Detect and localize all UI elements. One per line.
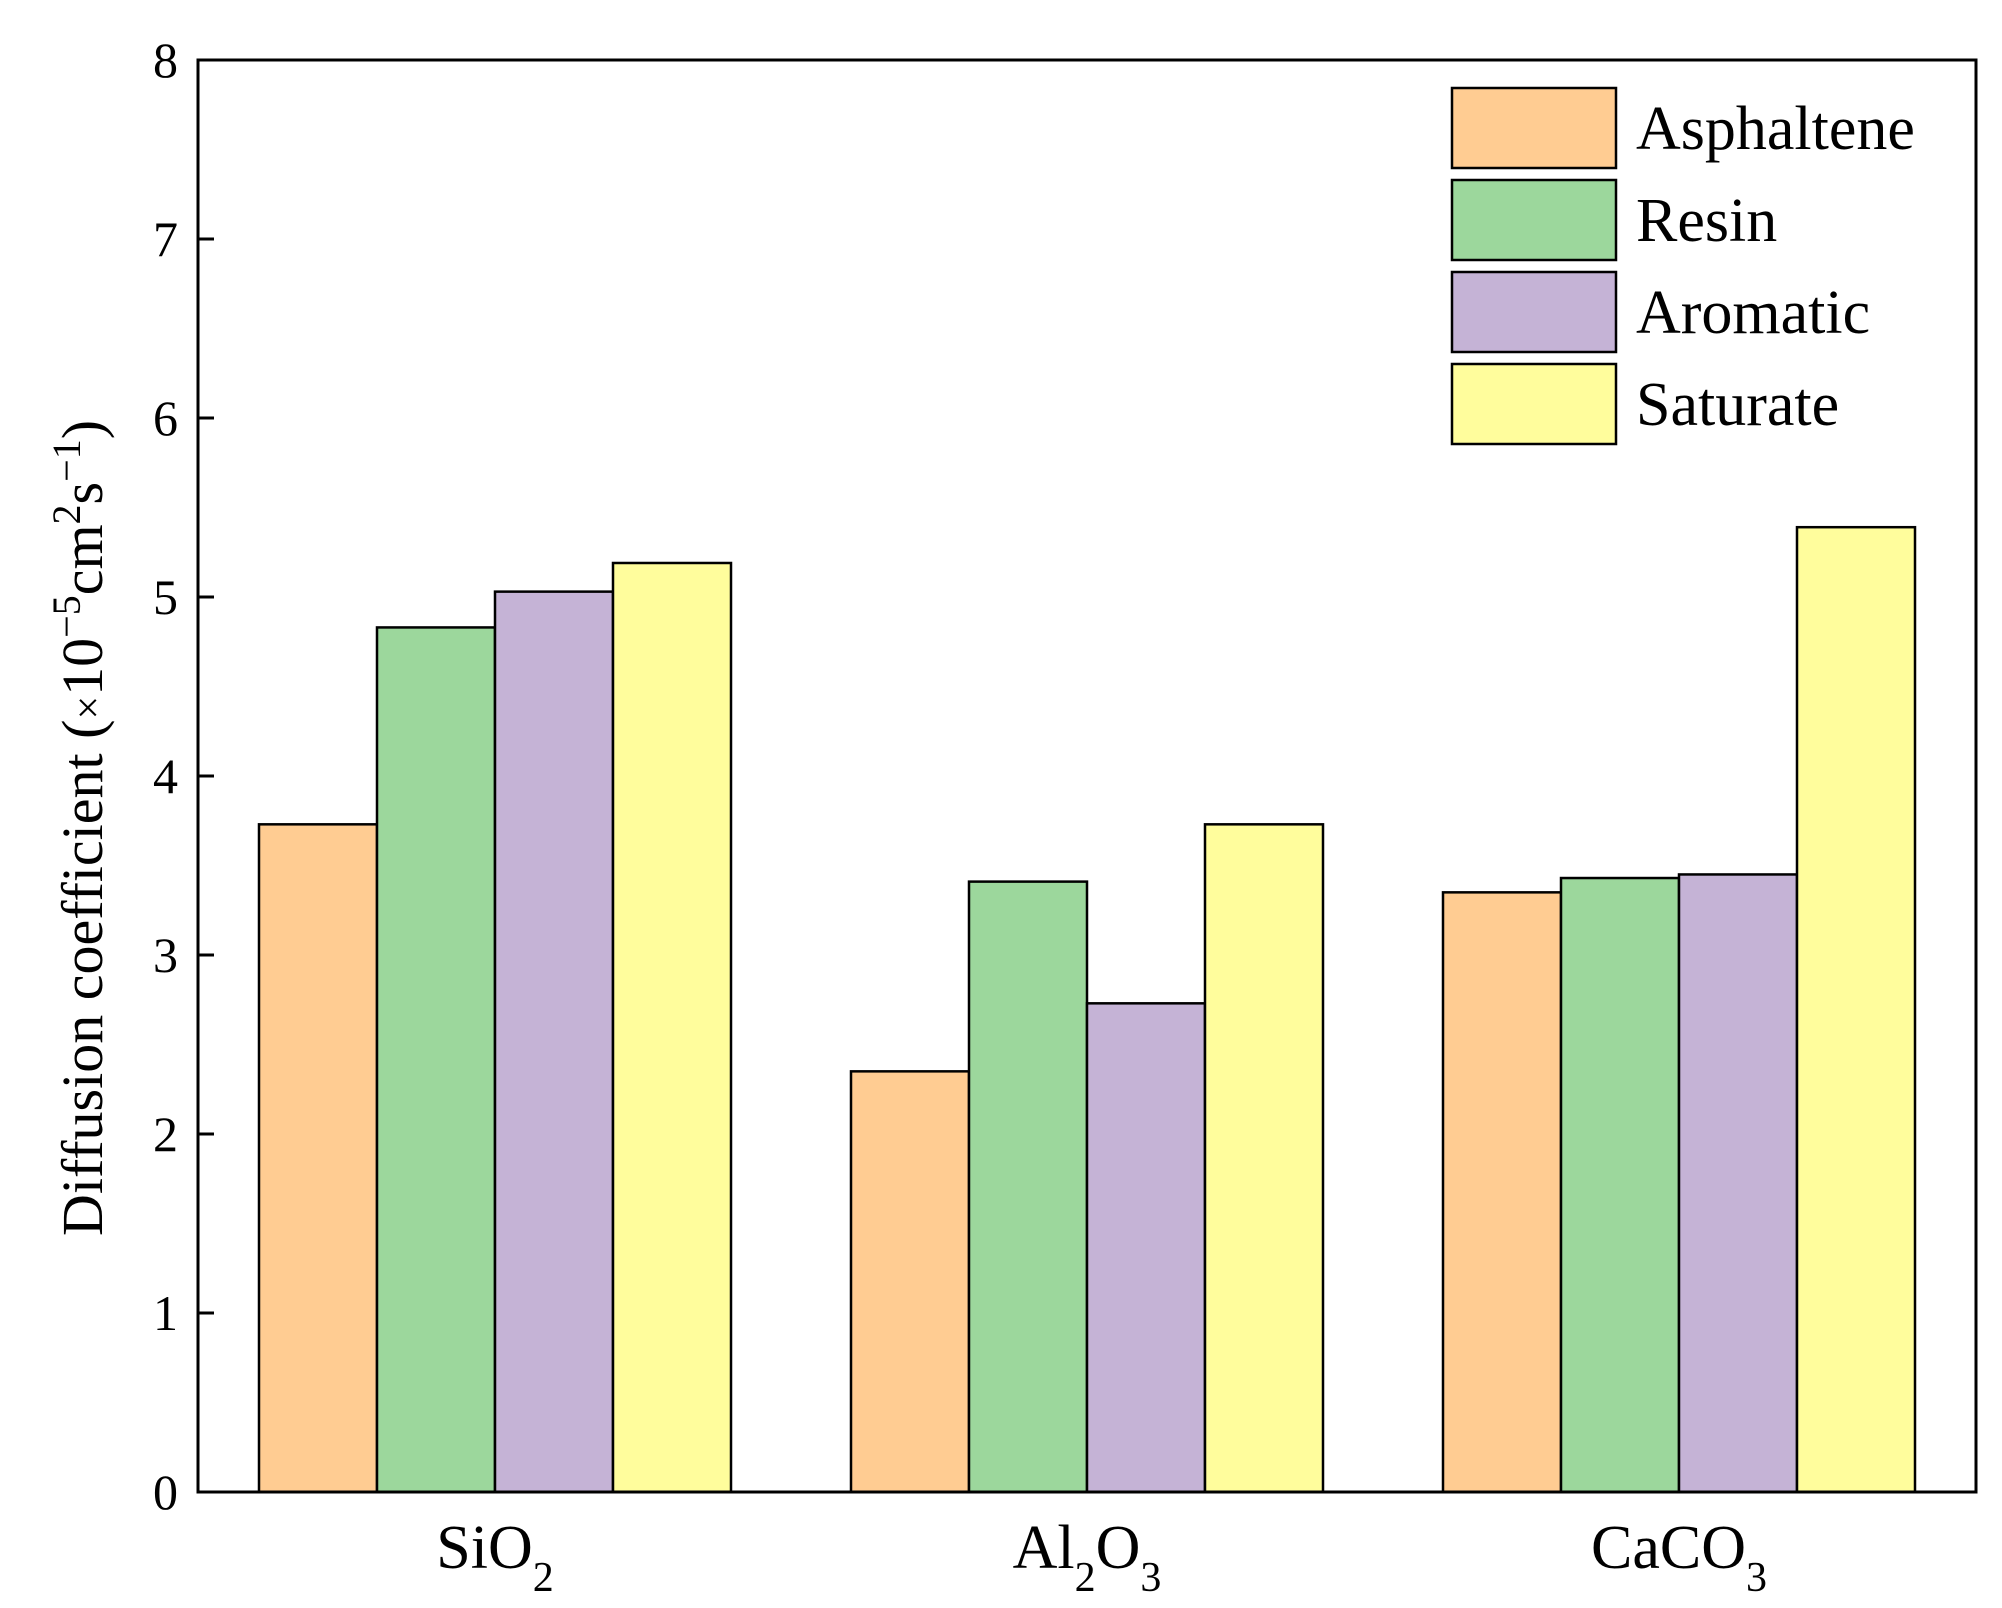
bar-resin-2 <box>1559 876 1681 1494</box>
y-tick-label-7: 7 <box>153 211 178 267</box>
legend-swatch-resin <box>1450 178 1618 262</box>
y-tick-label-5: 5 <box>153 569 178 625</box>
legend-label-resin: Resin <box>1636 187 1777 255</box>
bar-aromatic-2 <box>1677 873 1799 1494</box>
bar-resin-0 <box>375 626 497 1494</box>
bar-saturate-1 <box>1203 823 1325 1494</box>
legend-swatch-aromatic <box>1450 270 1618 354</box>
bar-aromatic-0 <box>493 590 615 1494</box>
x-category-label-0: SiO2 <box>436 1514 553 1601</box>
legend-swatch-saturate <box>1450 362 1618 446</box>
y-axis-label: Diffusion coefficient (×10−5cm2s−1) <box>44 420 116 1236</box>
y-tick-label-8: 8 <box>153 32 178 88</box>
legend-label-saturate: Saturate <box>1636 371 1839 439</box>
bar-saturate-2 <box>1795 525 1917 1494</box>
bar-aromatic-1 <box>1085 1002 1207 1494</box>
y-ticks-group: 0 1 2 3 4 5 6 7 8 <box>153 32 214 1520</box>
legend-label-asphaltene: Asphaltene <box>1636 95 1915 163</box>
y-tick-label-2: 2 <box>153 1106 178 1162</box>
legend: Asphaltene Resin Aromatic Saturate <box>1450 86 1915 446</box>
bar-resin-1 <box>967 880 1089 1494</box>
legend-swatch-asphaltene <box>1450 86 1618 170</box>
bar-asphaltene-1 <box>849 1070 971 1494</box>
y-tick-label-3: 3 <box>153 927 178 983</box>
y-tick-label-0: 0 <box>153 1464 178 1520</box>
x-category-label-2: CaCO3 <box>1591 1514 1767 1601</box>
y-tick-label-6: 6 <box>153 390 178 446</box>
bar-asphaltene-0 <box>257 823 379 1494</box>
bar-asphaltene-2 <box>1441 891 1563 1494</box>
bars-group <box>257 525 1917 1494</box>
x-category-label-1: Al2O3 <box>1013 1514 1162 1601</box>
y-tick-label-4: 4 <box>153 748 178 804</box>
y-tick-label-1: 1 <box>153 1285 178 1341</box>
bar-saturate-0 <box>611 561 733 1494</box>
x-categories-group: SiO2 Al2O3 CaCO3 <box>436 1514 1767 1601</box>
legend-label-aromatic: Aromatic <box>1636 279 1870 347</box>
